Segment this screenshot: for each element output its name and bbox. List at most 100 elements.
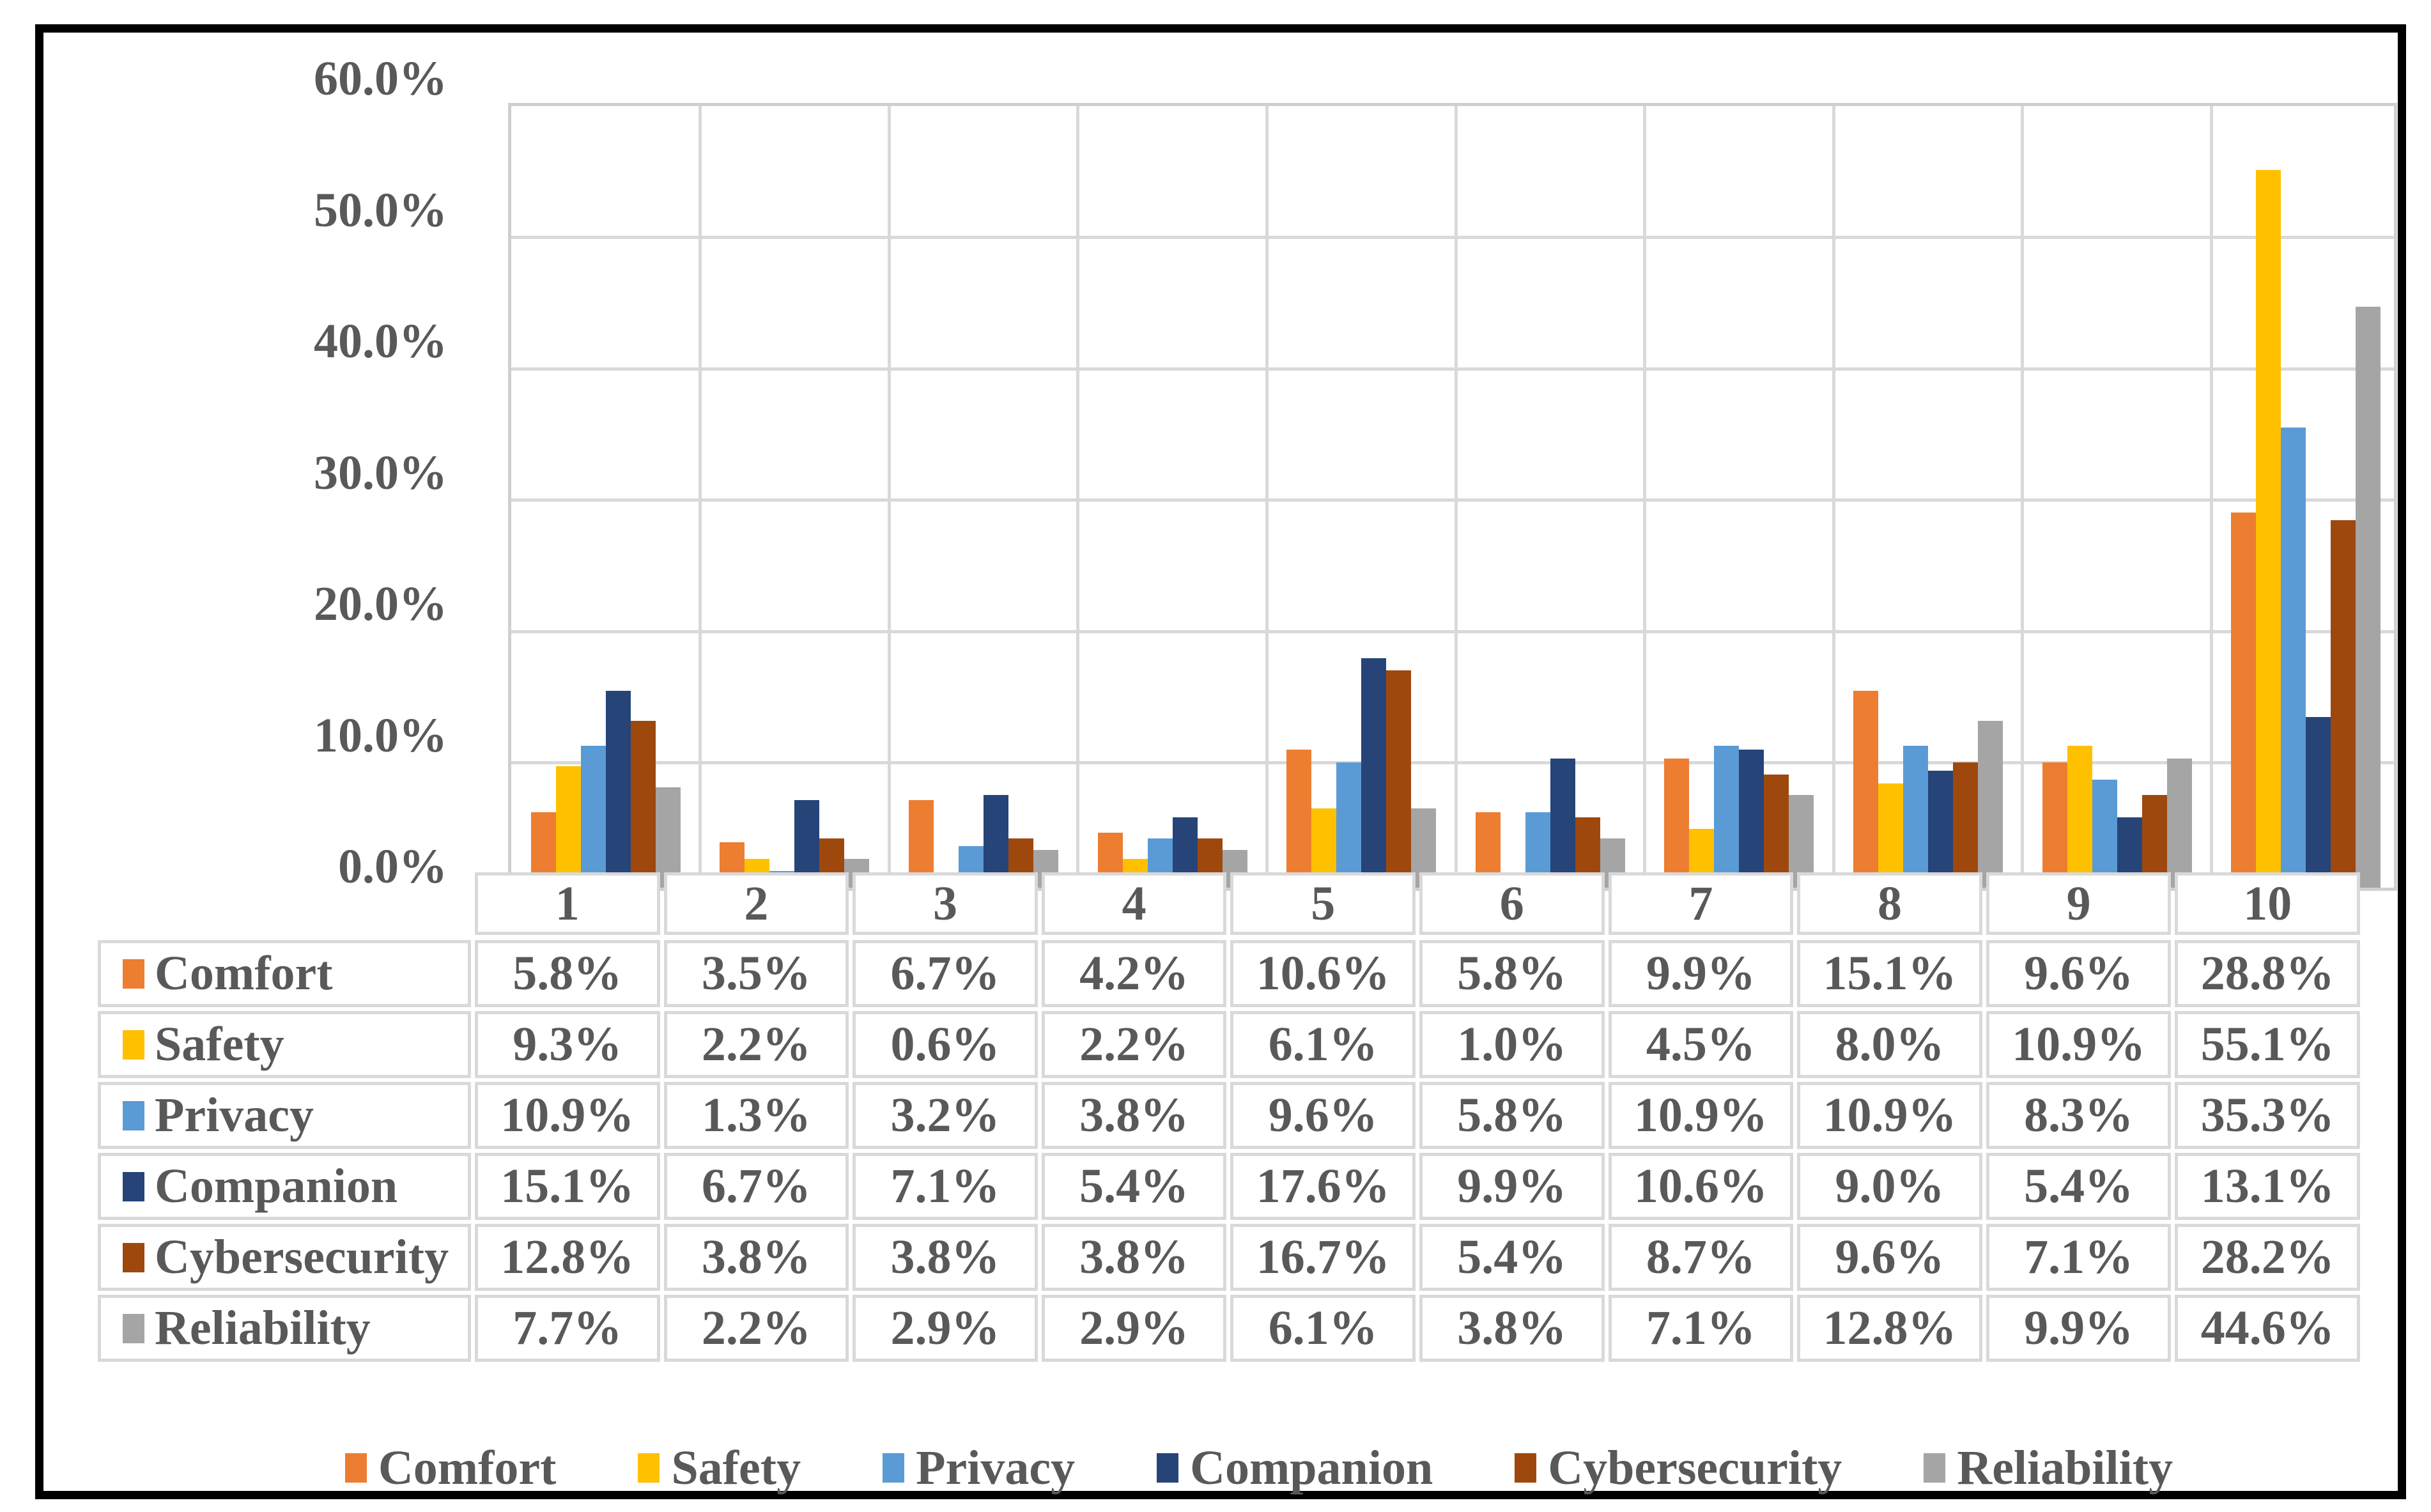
table-row-header-privacy: Privacy	[98, 1082, 471, 1149]
reliability-legend-swatch-icon	[1924, 1453, 1946, 1483]
x-axis-label-6: 6	[1419, 872, 1605, 935]
table-cell-comfort-8: 15.1%	[1797, 940, 1982, 1007]
table-row-label: Cybersecurity	[155, 1230, 449, 1284]
table-cell-companion-10: 13.1%	[2175, 1153, 2360, 1220]
gridline-horizontal	[511, 629, 2394, 633]
table-cell-privacy-5: 9.6%	[1230, 1082, 1416, 1149]
table-cell-companion-3: 7.1%	[853, 1153, 1038, 1220]
gridline-vertical	[1643, 106, 1647, 888]
bar-cybersecurity-10	[2331, 520, 2356, 888]
bar-cybersecurity-1	[630, 721, 656, 888]
bar-companion-7	[1739, 749, 1764, 888]
legend-label: Comfort	[378, 1440, 557, 1495]
table-cell-privacy-3: 3.2%	[853, 1082, 1038, 1149]
bar-group-category-9	[2023, 106, 2212, 888]
cybersecurity-legend-swatch-icon	[1515, 1453, 1537, 1483]
bar-safety-10	[2256, 169, 2281, 888]
table-row-label: Safety	[155, 1017, 284, 1071]
table-cell-safety-10: 55.1%	[2175, 1011, 2360, 1078]
gridline-vertical	[1832, 106, 1835, 888]
bar-group-category-1	[511, 106, 700, 888]
bar-companion-10	[2306, 716, 2331, 888]
table-cell-privacy-2: 1.3%	[663, 1082, 849, 1149]
table-cell-cybersecurity-1: 12.8%	[475, 1224, 660, 1291]
bar-companion-5	[1361, 658, 1387, 888]
gridline-horizontal	[511, 498, 2394, 502]
comfort-series-swatch-icon	[123, 959, 144, 989]
table-cell-comfort-1: 5.8%	[475, 940, 660, 1007]
bar-reliability-9	[2166, 759, 2192, 888]
bar-cybersecurity-8	[1952, 762, 1978, 888]
table-row-label: Reliability	[155, 1301, 371, 1355]
companion-series-swatch-icon	[123, 1171, 144, 1201]
table-cell-privacy-6: 5.8%	[1419, 1082, 1605, 1149]
bar-cybersecurity-9	[2142, 795, 2167, 888]
table-cell-reliability-8: 12.8%	[1797, 1295, 1982, 1362]
bar-privacy-7	[1714, 745, 1740, 888]
table-cell-safety-4: 2.2%	[1041, 1011, 1227, 1078]
comfort-legend-swatch-icon	[344, 1453, 367, 1483]
table-cell-safety-5: 6.1%	[1230, 1011, 1416, 1078]
bar-safety-9	[2067, 745, 2092, 888]
y-axis-tick-50.0%: 50.0%	[314, 183, 447, 237]
table-cell-reliability-5: 6.1%	[1230, 1295, 1416, 1362]
table-cell-companion-2: 6.7%	[663, 1153, 849, 1220]
legend: Comfort Safety Privacy Companion Cybersecuri…	[87, 1430, 2431, 1506]
legend-label: Reliability	[1957, 1440, 2173, 1495]
table-cell-safety-9: 10.9%	[1986, 1011, 2172, 1078]
bar-safety-1	[555, 766, 581, 888]
bar-group-category-6	[1456, 106, 1645, 888]
table-cell-companion-5: 17.6%	[1230, 1153, 1416, 1220]
bar-group-category-2	[700, 106, 890, 888]
table-cell-safety-3: 0.6%	[853, 1011, 1038, 1078]
legend-item-safety: Safety	[638, 1440, 801, 1496]
x-axis-label-3: 3	[853, 872, 1038, 935]
x-axis-label-9: 9	[1986, 872, 2172, 935]
bar-privacy-1	[580, 745, 606, 888]
bar-group-category-7	[1645, 106, 1834, 888]
gridline-horizontal	[511, 761, 2394, 764]
gridline-vertical	[1265, 106, 1269, 888]
table-cell-safety-2: 2.2%	[663, 1011, 849, 1078]
x-axis-label-7: 7	[1608, 872, 1794, 935]
table-cell-companion-4: 5.4%	[1041, 1153, 1227, 1220]
table-cell-reliability-3: 2.9%	[853, 1295, 1038, 1362]
table-cell-reliability-2: 2.2%	[663, 1295, 849, 1362]
table-cell-cybersecurity-9: 7.1%	[1986, 1224, 2172, 1291]
table-cell-comfort-2: 3.5%	[663, 940, 849, 1007]
bar-reliability-7	[1789, 795, 1814, 888]
bar-comfort-8	[1853, 691, 1878, 888]
table-cell-reliability-9: 9.9%	[1986, 1295, 2172, 1362]
table-cell-cybersecurity-8: 9.6%	[1797, 1224, 1982, 1291]
x-axis-label-2: 2	[663, 872, 849, 935]
x-axis-label-1: 1	[475, 872, 660, 935]
gridline-vertical	[698, 106, 702, 888]
y-axis-tick-10.0%: 10.0%	[314, 708, 447, 762]
gridline-vertical	[1454, 106, 1458, 888]
table-cell-companion-7: 10.6%	[1608, 1153, 1794, 1220]
bar-group-category-4	[1078, 106, 1267, 888]
gridline-horizontal	[511, 367, 2394, 371]
table-cell-reliability-4: 2.9%	[1041, 1295, 1227, 1362]
legend-label: Privacy	[916, 1440, 1076, 1495]
table-cell-companion-8: 9.0%	[1797, 1153, 1982, 1220]
reliability-series-swatch-icon	[123, 1313, 144, 1343]
legend-label: Companion	[1190, 1440, 1433, 1495]
bar-group-category-8	[1833, 106, 2023, 888]
table-cell-cybersecurity-5: 16.7%	[1230, 1224, 1416, 1291]
table-cell-privacy-7: 10.9%	[1608, 1082, 1794, 1149]
table-row-label: Comfort	[155, 946, 333, 1000]
table-cell-privacy-8: 10.9%	[1797, 1082, 1982, 1149]
table-cell-comfort-10: 28.8%	[2175, 940, 2360, 1007]
gridline-vertical	[2209, 106, 2213, 888]
table-cell-cybersecurity-10: 28.2%	[2175, 1224, 2360, 1291]
table-cell-cybersecurity-6: 5.4%	[1419, 1224, 1605, 1291]
y-axis-tick-0.0%: 0.0%	[338, 840, 447, 893]
x-axis-label-8: 8	[1797, 872, 1982, 935]
bar-safety-8	[1878, 783, 1903, 888]
plot-area	[508, 103, 2397, 891]
table-cell-cybersecurity-7: 8.7%	[1608, 1224, 1794, 1291]
table-row-header-companion: Companion	[98, 1153, 471, 1220]
gridline-vertical	[1076, 106, 1080, 888]
table-row-header-safety: Safety	[98, 1011, 471, 1078]
